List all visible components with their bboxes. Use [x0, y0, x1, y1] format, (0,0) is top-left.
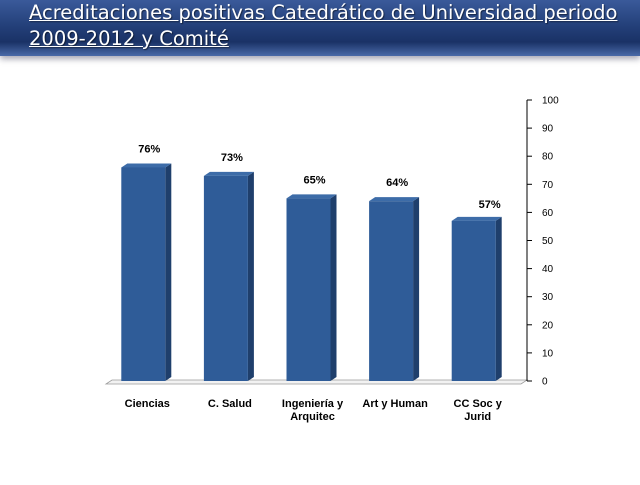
- y-tick-label: 70: [542, 180, 554, 191]
- slide-title: Acreditaciones positivas Catedrático de …: [29, 1, 618, 50]
- bar-side: [413, 197, 420, 381]
- x-category-label: Ingeniería y: [282, 398, 344, 410]
- data-label: 73%: [221, 152, 243, 164]
- data-label: 65%: [303, 174, 325, 186]
- bar: [121, 167, 166, 381]
- y-tick-label: 60: [542, 208, 554, 219]
- y-tick-label: 100: [542, 96, 559, 107]
- bar-top: [121, 163, 172, 168]
- x-category-label: Arquitec: [290, 411, 335, 423]
- bar-side: [330, 194, 337, 381]
- bar: [451, 220, 496, 381]
- y-tick-label: 10: [542, 348, 554, 359]
- bar-side: [247, 171, 254, 381]
- bar-side: [165, 163, 172, 381]
- bar: [286, 198, 331, 381]
- bar-side: [495, 216, 502, 381]
- x-category-label: Jurid: [464, 411, 491, 423]
- x-category-label: Ciencias: [125, 398, 170, 410]
- bar-top: [286, 194, 337, 199]
- data-label: 76%: [138, 143, 160, 155]
- bar-top: [203, 171, 254, 176]
- x-category-label: Art y Human: [362, 398, 428, 410]
- y-tick-label: 20: [542, 320, 554, 331]
- y-tick-label: 80: [542, 152, 554, 163]
- data-label: 57%: [479, 199, 501, 211]
- x-category-label: CC Soc y: [454, 398, 503, 410]
- x-category-label: C. Salud: [208, 398, 252, 410]
- y-tick-label: 0: [542, 377, 548, 388]
- y-tick-label: 40: [542, 264, 554, 275]
- y-tick-label: 50: [542, 236, 554, 247]
- bar-top: [451, 216, 502, 221]
- data-label: 64%: [386, 177, 408, 189]
- bar: [203, 175, 248, 381]
- title-banner: Acreditaciones positivas Catedrático de …: [0, 0, 640, 56]
- y-tick-label: 30: [542, 292, 554, 303]
- bar-top: [369, 197, 420, 202]
- bar: [369, 201, 414, 381]
- y-tick-label: 90: [542, 124, 554, 135]
